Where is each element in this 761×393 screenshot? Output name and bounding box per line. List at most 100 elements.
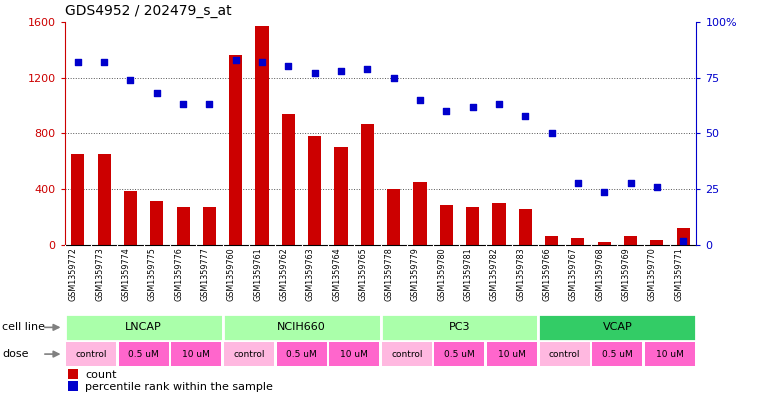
Bar	[334, 147, 348, 245]
Text: GSM1359774: GSM1359774	[122, 247, 130, 301]
Text: GSM1359763: GSM1359763	[306, 247, 315, 301]
Text: count: count	[85, 369, 116, 380]
Bar	[66, 342, 116, 366]
Bar	[124, 191, 137, 245]
Text: 0.5 uM: 0.5 uM	[444, 350, 475, 358]
Text: GSM1359765: GSM1359765	[358, 247, 368, 301]
Bar	[413, 182, 427, 245]
Bar	[72, 154, 84, 245]
Text: GSM1359782: GSM1359782	[490, 247, 499, 301]
Bar	[435, 342, 485, 366]
Text: LNCAP: LNCAP	[126, 322, 162, 332]
Bar	[119, 342, 169, 366]
Point	[572, 180, 584, 186]
Bar	[597, 242, 611, 245]
Point	[335, 68, 347, 74]
Text: NCIH660: NCIH660	[277, 322, 326, 332]
Text: GSM1359771: GSM1359771	[674, 247, 683, 301]
Text: percentile rank within the sample: percentile rank within the sample	[85, 382, 273, 391]
Point	[493, 101, 505, 108]
Point	[546, 130, 558, 136]
Text: 10 uM: 10 uM	[340, 350, 368, 358]
Text: 0.5 uM: 0.5 uM	[286, 350, 317, 358]
Text: control: control	[75, 350, 107, 358]
Bar	[539, 314, 696, 341]
Text: GDS4952 / 202479_s_at: GDS4952 / 202479_s_at	[65, 4, 231, 18]
Bar	[276, 342, 326, 366]
Point	[309, 70, 321, 76]
Text: control: control	[391, 350, 422, 358]
Point	[177, 101, 189, 108]
Bar	[177, 208, 189, 245]
Text: 0.5 uM: 0.5 uM	[602, 350, 632, 358]
Bar	[150, 200, 164, 245]
Bar	[645, 342, 695, 366]
Bar	[382, 342, 431, 366]
Text: VCAP: VCAP	[603, 322, 632, 332]
Bar	[330, 342, 379, 366]
Bar	[229, 55, 242, 245]
Bar	[519, 209, 532, 245]
Text: cell line: cell line	[2, 322, 45, 332]
Point	[466, 103, 479, 110]
Text: GSM1359762: GSM1359762	[279, 247, 288, 301]
Bar	[65, 314, 223, 341]
Bar	[466, 208, 479, 245]
Point	[651, 184, 663, 190]
Point	[72, 59, 84, 65]
Text: 10 uM: 10 uM	[656, 350, 684, 358]
Text: GSM1359770: GSM1359770	[648, 247, 657, 301]
Point	[625, 180, 637, 186]
Bar	[650, 241, 664, 245]
Text: GSM1359780: GSM1359780	[438, 247, 446, 301]
Point	[151, 90, 163, 96]
Bar	[592, 342, 642, 366]
Text: GSM1359783: GSM1359783	[516, 247, 525, 301]
Point	[598, 188, 610, 195]
Text: GSM1359772: GSM1359772	[68, 247, 78, 301]
Bar	[540, 342, 590, 366]
Text: GSM1359777: GSM1359777	[200, 247, 209, 301]
Bar	[440, 205, 453, 245]
Bar	[361, 124, 374, 245]
Text: 0.5 uM: 0.5 uM	[129, 350, 159, 358]
Bar	[572, 237, 584, 245]
Point	[203, 101, 215, 108]
Bar	[223, 314, 380, 341]
Bar	[203, 208, 216, 245]
Bar	[624, 236, 637, 245]
Text: control: control	[549, 350, 581, 358]
Text: GSM1359761: GSM1359761	[253, 247, 262, 301]
Point	[98, 59, 110, 65]
Text: dose: dose	[2, 349, 28, 359]
Text: GSM1359769: GSM1359769	[622, 247, 631, 301]
Point	[282, 63, 295, 70]
Text: GSM1359768: GSM1359768	[595, 247, 604, 301]
Bar	[97, 154, 111, 245]
Bar	[380, 314, 539, 341]
Point	[124, 77, 136, 83]
Point	[677, 238, 689, 244]
Bar	[545, 236, 558, 245]
Point	[230, 57, 242, 63]
Bar	[492, 203, 505, 245]
Point	[519, 112, 531, 119]
Point	[256, 59, 268, 65]
Point	[361, 65, 374, 72]
Text: GSM1359764: GSM1359764	[332, 247, 341, 301]
Bar	[68, 369, 78, 379]
Bar	[308, 136, 321, 245]
Point	[414, 97, 426, 103]
Text: GSM1359778: GSM1359778	[384, 247, 393, 301]
Bar	[487, 342, 537, 366]
Bar	[171, 342, 221, 366]
Bar	[387, 189, 400, 245]
Text: 10 uM: 10 uM	[183, 350, 210, 358]
Text: GSM1359766: GSM1359766	[543, 247, 552, 301]
Text: GSM1359767: GSM1359767	[569, 247, 578, 301]
Text: GSM1359776: GSM1359776	[174, 247, 183, 301]
Text: GSM1359773: GSM1359773	[95, 247, 104, 301]
Text: GSM1359760: GSM1359760	[227, 247, 236, 301]
Bar	[282, 114, 295, 245]
Point	[387, 74, 400, 81]
